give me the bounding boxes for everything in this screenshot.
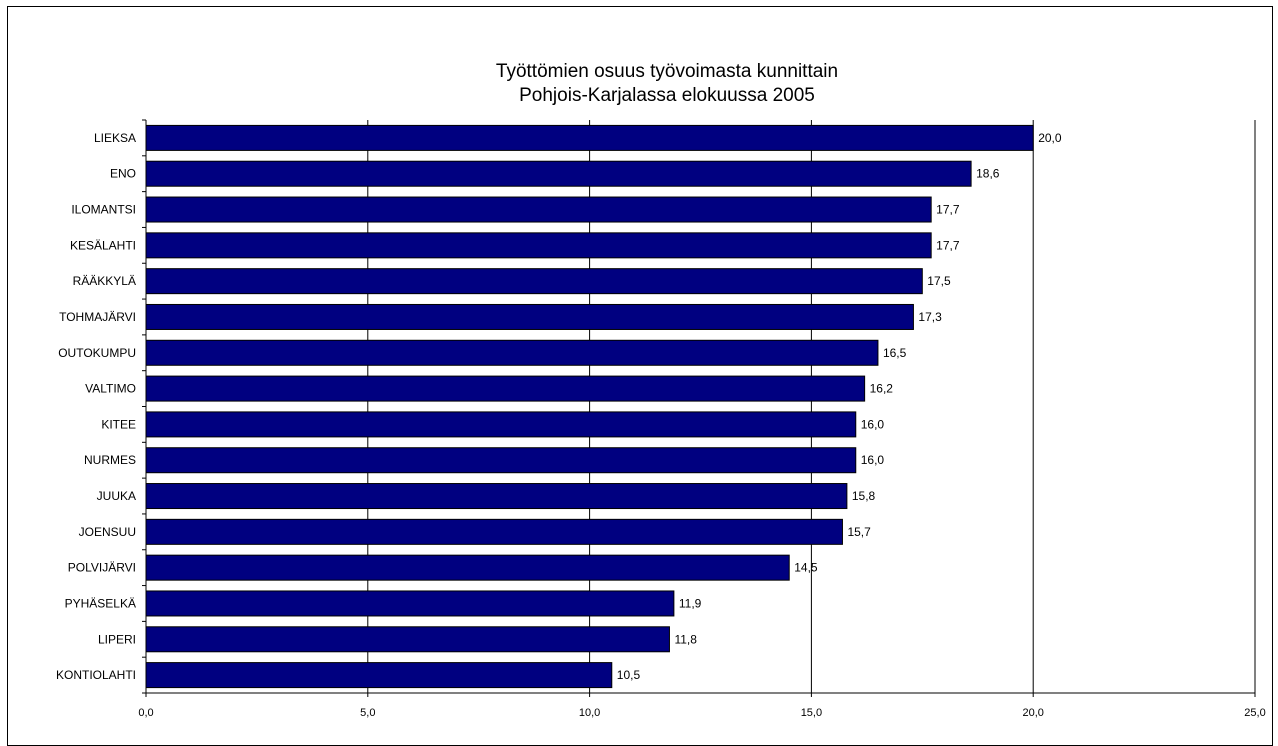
x-tick-label: 15,0 xyxy=(801,707,822,719)
data-label: 17,7 xyxy=(936,203,960,217)
data-label: 17,7 xyxy=(936,238,960,252)
bar-juuka xyxy=(145,483,848,510)
chart-title: Työttömien osuus työvoimasta kunnittain P… xyxy=(496,61,838,106)
category-label: KONTIOLAHTI xyxy=(56,668,136,682)
x-tick-label: 20,0 xyxy=(1022,707,1043,719)
bar-tohmajärvi xyxy=(145,303,914,330)
data-label: 14,5 xyxy=(794,561,818,575)
data-label: 10,5 xyxy=(617,668,641,682)
category-label: NURMES xyxy=(84,453,136,467)
category-label: KESÄLAHTI xyxy=(70,238,136,252)
data-label: 11,8 xyxy=(674,632,697,646)
bar-ilomantsi xyxy=(145,196,932,223)
category-label: TOHMAJÄRVI xyxy=(59,310,136,324)
category-label: OUTOKUMPU xyxy=(58,346,136,360)
data-label: 15,7 xyxy=(847,525,871,539)
category-label: JOENSUU xyxy=(79,525,136,539)
bar-chart: Työttömien osuus työvoimasta kunnittain P… xyxy=(56,61,1266,719)
bar-outokumpu xyxy=(145,339,879,366)
bars xyxy=(145,124,1034,689)
data-label: 16,2 xyxy=(870,382,894,396)
x-tick-label: 5,0 xyxy=(360,707,375,719)
x-tick-label: 25,0 xyxy=(1244,707,1265,719)
category-label: VALTIMO xyxy=(85,382,136,396)
category-label: PYHÄSELKÄ xyxy=(65,596,136,610)
bar-polvijärvi xyxy=(145,554,790,581)
category-label: JUUKA xyxy=(97,489,136,503)
x-tick-label: 0,0 xyxy=(138,707,153,719)
category-label: ILOMANTSI xyxy=(71,203,136,217)
category-label: RÄÄKKYLÄ xyxy=(73,274,136,288)
category-label: LIPERI xyxy=(98,632,136,646)
data-label: 18,6 xyxy=(976,167,1000,181)
data-label: 16,5 xyxy=(883,346,907,360)
bar-valtimo xyxy=(145,375,866,402)
data-label: 20,0 xyxy=(1038,131,1062,145)
bar-nurmes xyxy=(145,447,857,474)
data-label: 11,9 xyxy=(679,596,702,610)
data-label: 16,0 xyxy=(861,417,885,431)
bar-kontiolahti xyxy=(145,662,613,689)
data-label: 17,3 xyxy=(918,310,942,324)
chart-title-line-1: Työttömien osuus työvoimasta kunnittain xyxy=(496,61,838,82)
x-tick-label: 10,0 xyxy=(579,707,600,719)
category-label: POLVIJÄRVI xyxy=(68,561,136,575)
bar-kesälahti xyxy=(145,232,932,259)
data-label: 16,0 xyxy=(861,453,885,467)
bar-eno xyxy=(145,160,972,187)
bar-lieksa xyxy=(145,124,1034,151)
labels: LIEKSA 20,0 ENO 18,6 ILOMANTSI 17,7 KESÄLAHTI 1… xyxy=(56,131,1062,682)
bar-pyhäselkä xyxy=(145,590,675,617)
bar-liperi xyxy=(145,626,670,653)
data-label: 15,8 xyxy=(852,489,876,503)
category-label: KITEE xyxy=(101,417,136,431)
category-label: ENO xyxy=(110,167,136,181)
data-label: 17,5 xyxy=(927,274,951,288)
category-label: LIEKSA xyxy=(94,131,136,145)
bar-joensuu xyxy=(145,518,843,545)
bar-rääkkylä xyxy=(145,268,923,295)
chart-title-line-2: Pohjois-Karjalassa elokuussa 2005 xyxy=(519,85,815,106)
bar-kitee xyxy=(145,411,857,438)
